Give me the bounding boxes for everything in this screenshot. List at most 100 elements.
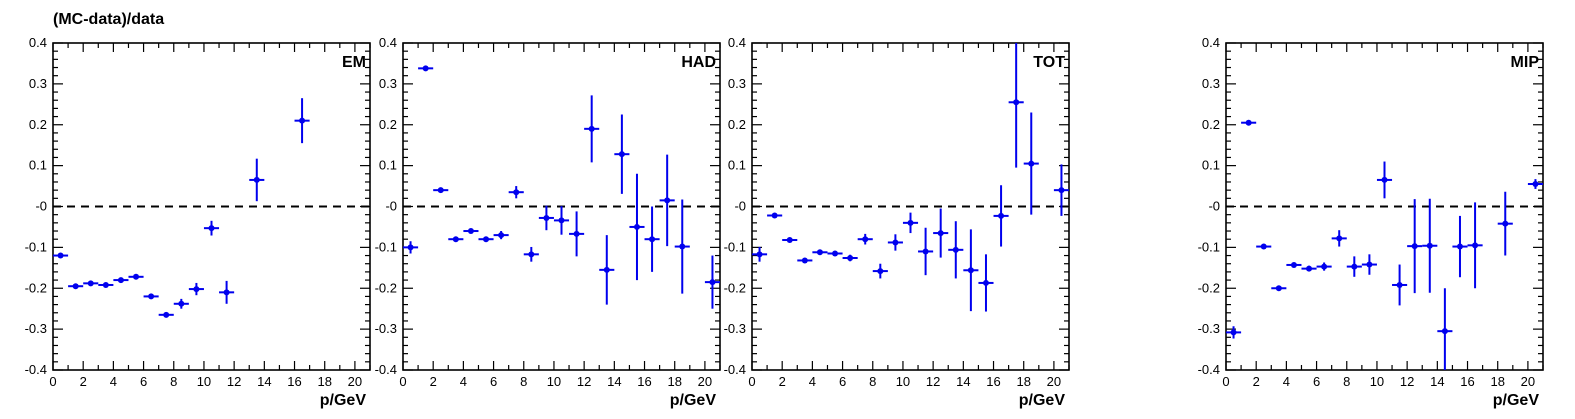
y-tick-label: -0.2 [1198, 280, 1220, 295]
x-tick-label: 0 [399, 374, 406, 389]
data-point [1452, 215, 1468, 278]
x-tick-label: 20 [1521, 374, 1535, 389]
y-tick-label: -0 [385, 199, 397, 214]
data-point [83, 280, 99, 287]
data-marker [1013, 99, 1020, 106]
x-tick-label: 12 [227, 374, 241, 389]
x-tick-label: 10 [1370, 374, 1384, 389]
x-tick-label: 4 [460, 374, 467, 389]
data-point [767, 212, 783, 219]
data-point [1437, 288, 1453, 370]
data-point [1346, 256, 1362, 277]
data-marker [1426, 242, 1433, 249]
y-tick-label: 0.3 [379, 76, 397, 91]
data-point [1301, 265, 1317, 272]
data-point [1241, 119, 1257, 126]
data-point [1422, 198, 1438, 293]
data-point [1316, 262, 1332, 271]
data-point [1053, 164, 1069, 216]
data-point [143, 293, 159, 300]
data-marker [1381, 176, 1388, 183]
x-tick-label: 16 [637, 374, 651, 389]
y-tick-label: 0.1 [728, 158, 746, 173]
y-tick-label: -0.3 [375, 321, 397, 336]
data-point [993, 185, 1009, 247]
data-point [294, 98, 310, 144]
data-marker [832, 250, 839, 257]
data-point [644, 206, 660, 272]
x-tick-label: 6 [839, 374, 846, 389]
y-tick-label: 0.2 [728, 117, 746, 132]
y-tick-label: 0.2 [1202, 117, 1220, 132]
data-marker [892, 239, 899, 246]
data-marker [1245, 119, 1252, 126]
data-marker [1336, 235, 1343, 242]
data-marker [1028, 160, 1035, 167]
data-point [569, 211, 585, 257]
x-tick-label: 20 [1047, 374, 1061, 389]
data-marker [87, 280, 94, 287]
data-series [53, 98, 310, 318]
data-marker [1260, 243, 1267, 250]
data-marker [633, 223, 640, 230]
data-point [752, 246, 768, 262]
x-tick-label: 12 [926, 374, 940, 389]
data-point [1271, 285, 1287, 292]
data-point [887, 234, 903, 251]
data-point [599, 235, 615, 305]
data-marker [952, 246, 959, 253]
data-marker [1306, 265, 1313, 272]
data-marker [573, 230, 580, 237]
data-point [448, 236, 464, 243]
x-tick-label: 2 [1253, 374, 1260, 389]
x-tick-label: 20 [348, 374, 362, 389]
data-series [1226, 119, 1543, 370]
x-tick-label: 4 [809, 374, 816, 389]
y-tick-label: -0.2 [25, 280, 47, 295]
data-marker [603, 266, 610, 273]
y-tick-label: -0.2 [724, 280, 746, 295]
y-tick-label: 0.3 [29, 76, 47, 91]
y-tick-label: 0.2 [29, 117, 47, 132]
x-tick-label: 14 [1430, 374, 1444, 389]
data-marker [299, 117, 306, 124]
x-tick-label: 2 [779, 374, 786, 389]
data-point [553, 206, 570, 235]
data-point [948, 221, 964, 279]
y-tick-label: -0 [734, 199, 746, 214]
y-tick-label: 0.1 [1202, 158, 1220, 173]
y-tick-label: 0.3 [728, 76, 746, 91]
data-point [918, 227, 934, 276]
data-point [158, 311, 174, 318]
x-tick-label: 12 [577, 374, 591, 389]
panel-title: HAD [681, 54, 716, 71]
data-point [584, 95, 600, 163]
data-marker [786, 237, 793, 244]
data-point [203, 220, 220, 236]
data-point [902, 212, 919, 234]
data-point [1407, 199, 1423, 294]
x-tick-label: 10 [547, 374, 561, 389]
data-point [508, 186, 524, 199]
x-tick-label: 0 [49, 374, 56, 389]
data-marker [513, 189, 520, 196]
y-tick-label: 0.1 [379, 158, 397, 173]
data-marker [72, 283, 79, 290]
x-tick-label: 16 [287, 374, 301, 389]
y-tick-label: 0.3 [1202, 76, 1220, 91]
data-marker [163, 311, 170, 318]
y-tick-label: -0 [35, 199, 47, 214]
data-marker [467, 228, 474, 235]
data-point [933, 208, 949, 258]
data-marker [1441, 328, 1448, 335]
data-marker [422, 65, 429, 72]
y-tick-label: -0.4 [724, 362, 746, 377]
x-tick-label: 18 [667, 374, 681, 389]
x-tick-label: 0 [748, 374, 755, 389]
x-tick-label: 16 [986, 374, 1000, 389]
data-marker [1502, 220, 1509, 227]
x-tick-label: 14 [956, 374, 970, 389]
y-tick-label: -0.1 [724, 239, 746, 254]
data-marker [922, 248, 929, 255]
